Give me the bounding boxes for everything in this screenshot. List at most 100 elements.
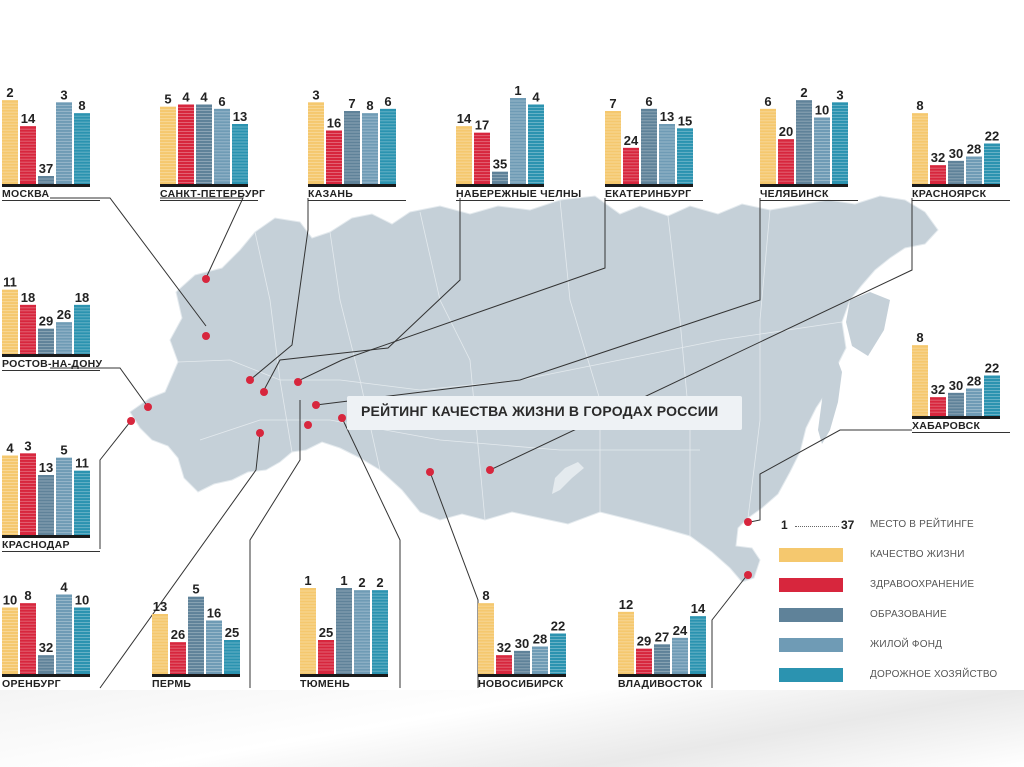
bar-health — [318, 640, 334, 674]
bar-roads — [832, 102, 848, 184]
city-name-underline — [2, 551, 100, 552]
bar-housing — [659, 124, 675, 184]
slide-glare — [0, 690, 1024, 767]
baseline — [308, 184, 396, 187]
city-name-underline — [605, 200, 703, 201]
bar-value-label: 24 — [624, 133, 639, 148]
bar-health — [778, 139, 794, 184]
bar-roads — [984, 375, 1000, 416]
bar-education — [38, 475, 54, 535]
bar-value-label: 35 — [493, 157, 507, 172]
city-name: ОРЕНБУРГ — [2, 678, 61, 690]
baseline — [912, 416, 1000, 419]
bar-value-label: 30 — [949, 378, 963, 393]
leader-line-vladivostok — [711, 573, 749, 688]
city-chart-rostov: 11 18 29 26 18 РОСТОВ-НА-ДОНУ — [2, 258, 102, 371]
bar-housing — [966, 156, 982, 184]
bar-value-label: 5 — [164, 92, 171, 107]
bar-health — [20, 603, 36, 674]
bar-value-label: 10 — [815, 103, 829, 118]
city-name-underline — [912, 200, 1010, 201]
bar-value-label: 3 — [60, 87, 67, 102]
bar-value-label: 2 — [358, 575, 365, 590]
city-chart-krasnodar: 4 3 13 5 11 КРАСНОДАР — [2, 438, 102, 552]
bar-health — [20, 126, 36, 184]
city-bars: 7 24 6 13 15 — [605, 94, 693, 187]
bar-value-label: 29 — [39, 314, 53, 329]
bar-roads — [232, 124, 248, 184]
city-bars: 8 32 30 28 22 — [478, 588, 566, 677]
legend-scale-label: МЕСТО В РЕЙТИНГЕ — [870, 519, 974, 530]
legend-label-health: ЗДРАВООХРАНЕНИЕ — [870, 579, 975, 590]
bar-value-label: 27 — [655, 629, 669, 644]
bar-value-label: 28 — [967, 142, 981, 157]
bar-value-label: 4 — [6, 441, 14, 456]
legend-scale: 1 37 МЕСТО В РЕЙТИНГЕ — [775, 515, 1015, 535]
bar-value-label: 12 — [619, 597, 633, 612]
city-bars: 11 18 29 26 18 — [2, 275, 90, 357]
legend-item-quality: КАЧЕСТВО ЖИЗНИ — [775, 546, 1015, 566]
leader-lines — [50, 197, 913, 689]
bar-value-label: 14 — [21, 111, 36, 126]
russia-map-shape — [129, 195, 939, 583]
city-name-underline — [760, 200, 858, 201]
bar-roads — [380, 108, 396, 184]
bar-education — [796, 100, 812, 184]
chart-title: РЕЙТИНГ КАЧЕСТВА ЖИЗНИ В ГОРОДАХ РОССИИ — [361, 403, 719, 419]
bar-health — [636, 648, 652, 674]
bar-health — [20, 304, 36, 354]
bar-education — [641, 108, 657, 184]
bar-roads — [984, 143, 1000, 184]
bar-health — [623, 147, 639, 184]
bar-education — [196, 104, 212, 184]
bar-roads — [224, 640, 240, 674]
baseline — [300, 674, 388, 677]
bar-value-label: 30 — [949, 146, 963, 161]
bar-value-label: 14 — [457, 111, 472, 126]
bar-value-label: 6 — [218, 94, 225, 109]
bar-roads — [74, 113, 90, 184]
bar-value-label: 8 — [78, 98, 85, 113]
bar-education — [344, 111, 360, 184]
baseline — [2, 535, 90, 538]
bar-health — [178, 104, 194, 184]
city-name: САНКТ-ПЕТЕРБУРГ — [160, 188, 266, 200]
bar-quality — [912, 345, 928, 416]
bar-value-label: 11 — [3, 275, 17, 290]
bar-health — [474, 132, 490, 184]
bar-health — [930, 165, 946, 184]
bar-roads — [677, 128, 693, 184]
city-name-underline — [456, 200, 554, 201]
bar-roads — [74, 470, 90, 535]
leader-line-chel — [315, 198, 761, 406]
city-chart-chelny: 14 17 35 1 4 НАБЕРЕЖНЫЕ ЧЕЛНЫ — [456, 83, 581, 201]
city-chart-orenburg: 10 8 32 4 10 ОРЕНБУРГ — [2, 578, 102, 691]
bar-quality — [478, 603, 494, 674]
city-pin-khabarovsk — [744, 518, 752, 526]
bar-value-label: 32 — [931, 150, 945, 165]
bar-quality — [300, 588, 316, 674]
bar-value-label: 5 — [192, 582, 199, 597]
bar-education — [514, 650, 530, 674]
bar-value-label: 1 — [514, 83, 521, 98]
bar-value-label: 4 — [532, 90, 540, 105]
city-pin-novosibirsk — [426, 468, 434, 476]
leader-line-tyumen — [341, 417, 401, 688]
sakhalin-shape — [818, 356, 842, 444]
bar-quality — [160, 106, 176, 184]
bar-value-label: 8 — [482, 588, 489, 603]
baseline — [2, 674, 90, 677]
bar-quality — [2, 100, 18, 184]
leader-line-chelny — [263, 198, 461, 391]
bar-value-label: 20 — [779, 124, 793, 139]
bar-value-label: 25 — [319, 625, 333, 640]
baseline — [912, 184, 1000, 187]
baseline — [478, 674, 566, 677]
baseline — [618, 674, 706, 677]
bar-value-label: 4 — [200, 90, 208, 105]
bar-value-label: 16 — [207, 606, 221, 621]
bar-education — [38, 328, 54, 354]
bar-roads — [528, 104, 544, 184]
